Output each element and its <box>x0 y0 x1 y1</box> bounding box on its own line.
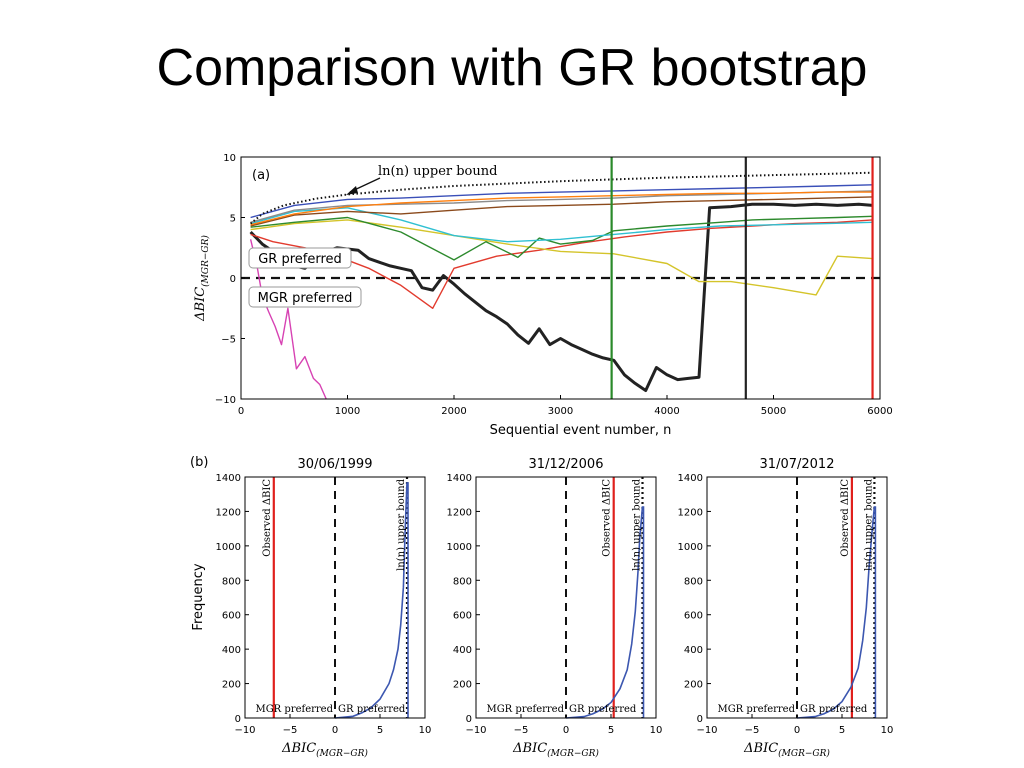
x-tick-label: 5 <box>839 725 845 736</box>
y-tick-label: 1000 <box>216 542 241 553</box>
mgr-preferred-label: MGR preferred <box>486 704 564 715</box>
gr-preferred-label: GR preferred <box>800 704 868 715</box>
y-tick-label: 200 <box>222 680 241 691</box>
upper-bound-label: ln(n) upper bound <box>863 478 874 570</box>
subplot-title: 31/12/2006 <box>529 457 604 472</box>
x-axis-label: ΔBIC(MGR−GR) <box>512 741 599 759</box>
y-tick-label: 800 <box>453 576 472 587</box>
gr-preferred-box <box>248 247 352 269</box>
x-tick-label: 5 <box>377 725 383 736</box>
y-tick-label: 10 <box>223 153 236 164</box>
observed-dbic-label: Observed ΔBIC <box>840 479 851 557</box>
upper-bound-line <box>249 171 873 225</box>
y-tick-label: 600 <box>222 611 241 622</box>
y-tick-label: 1000 <box>678 542 703 553</box>
x-axis-label: ΔBIC(MGR−GR) <box>743 741 830 759</box>
y-tick-label: 600 <box>684 611 703 622</box>
x-tick-label: −10 <box>234 725 255 736</box>
gr-preferred-label: GR preferred <box>569 704 637 715</box>
x-tick-label: 5000 <box>761 406 786 417</box>
y-tick-label: 0 <box>697 714 703 725</box>
y-tick-label: 1200 <box>216 507 241 518</box>
x-tick-label: 10 <box>650 725 663 736</box>
series-line-5 <box>250 207 873 243</box>
mgr-preferred-label: MGR preferred <box>717 704 795 715</box>
y-tick-label: 0 <box>466 714 472 725</box>
series-line-3 <box>250 215 873 261</box>
upper-bound-annotation: ln(n) upper bound <box>378 164 497 179</box>
y-tick-label: 0 <box>235 714 241 725</box>
x-tick-label: 4000 <box>654 406 679 417</box>
y-tick-label: 800 <box>222 576 241 587</box>
gr-preferred-label: GR preferred <box>338 704 406 715</box>
y-tick-label: −10 <box>215 395 236 406</box>
x-tick-label: 0 <box>794 725 800 736</box>
y-tick-label: 5 <box>230 214 236 225</box>
y-axis-label: ΔBIC(MGR−GR) <box>193 235 211 322</box>
y-tick-label: 600 <box>453 611 472 622</box>
x-tick-label: −5 <box>745 725 760 736</box>
y-tick-label: 1200 <box>447 507 472 518</box>
y-tick-label: 800 <box>684 576 703 587</box>
x-tick-label: 6000 <box>867 406 892 417</box>
x-axis-label: Sequential event number, n <box>490 423 672 438</box>
slide-title: Comparison with GR bootstrap <box>156 39 868 97</box>
y-tick-label: 400 <box>684 645 703 656</box>
x-tick-label: 3000 <box>548 406 573 417</box>
series-line-6 <box>250 184 873 219</box>
y-tick-label: 1400 <box>216 473 241 484</box>
y-tick-label: 1200 <box>678 507 703 518</box>
y-tick-label: 200 <box>453 680 472 691</box>
mgr-preferred-label: MGR preferred <box>255 704 333 715</box>
upper-bound-label: ln(n) upper bound <box>632 478 643 570</box>
upper-bound-label: ln(n) upper bound <box>396 478 407 570</box>
subplot-frame <box>475 476 657 719</box>
observed-dbic-label: Observed ΔBIC <box>602 479 613 557</box>
x-tick-label: 1000 <box>335 406 360 417</box>
subplot-2: 31/12/2006 −10 −5 0 5 10 0 200 400 600 800 1000 1200… <box>447 457 663 759</box>
panel-a-label: (a) <box>252 168 270 183</box>
x-tick-label: −10 <box>465 725 486 736</box>
y-tick-label: 0 <box>230 274 236 285</box>
subplot-frame <box>706 476 888 719</box>
x-tick-label: −5 <box>283 725 298 736</box>
x-tick-label: 0 <box>332 725 338 736</box>
histogram-curve <box>334 482 408 719</box>
x-tick-label: −5 <box>514 725 529 736</box>
x-tick-label: 10 <box>419 725 432 736</box>
histogram-curve <box>565 506 644 719</box>
series-line-8 <box>250 196 873 227</box>
series-line-9 <box>250 191 873 226</box>
x-axis-label: ΔBIC(MGR−GR) <box>281 741 368 759</box>
observed-dbic-label: Observed ΔBIC <box>262 479 273 557</box>
mgr-preferred-box <box>248 286 362 308</box>
annotation-arrowhead <box>346 186 358 195</box>
x-tick-label: 5 <box>608 725 614 736</box>
subplot-title: 30/06/1999 <box>298 457 373 472</box>
y-tick-label: 1400 <box>447 473 472 484</box>
x-tick-label: −10 <box>696 725 717 736</box>
subplot-3: 31/07/2012 −10 −5 0 5 10 0 200 400 600 800 1000 1200… <box>678 457 894 759</box>
panel-a-chart: 0 1000 2000 3000 4000 5000 6000 10 5 0 −5 −10 Sequen… <box>193 153 893 438</box>
x-tick-label: 10 <box>881 725 894 736</box>
frequency-axis-label: Frequency <box>191 563 206 630</box>
histogram-curve <box>796 506 876 719</box>
gr-preferred-label: GR preferred <box>258 252 342 267</box>
y-tick-label: 1000 <box>447 542 472 553</box>
x-tick-label: 0 <box>238 406 244 417</box>
panel-b-label: (b) <box>190 455 208 470</box>
x-tick-label: 0 <box>563 725 569 736</box>
y-tick-label: 1400 <box>678 473 703 484</box>
subplot-1: 30/06/1999 −10 −5 0 5 10 0 200 400 600 800 1000 1200… <box>216 457 432 759</box>
y-tick-label: 400 <box>222 645 241 656</box>
y-tick-label: 400 <box>453 645 472 656</box>
mgr-preferred-label: MGR preferred <box>258 291 353 306</box>
subplot-title: 31/07/2012 <box>760 457 835 472</box>
x-tick-label: 2000 <box>441 406 466 417</box>
y-tick-label: 200 <box>684 680 703 691</box>
y-tick-label: −5 <box>221 335 236 346</box>
